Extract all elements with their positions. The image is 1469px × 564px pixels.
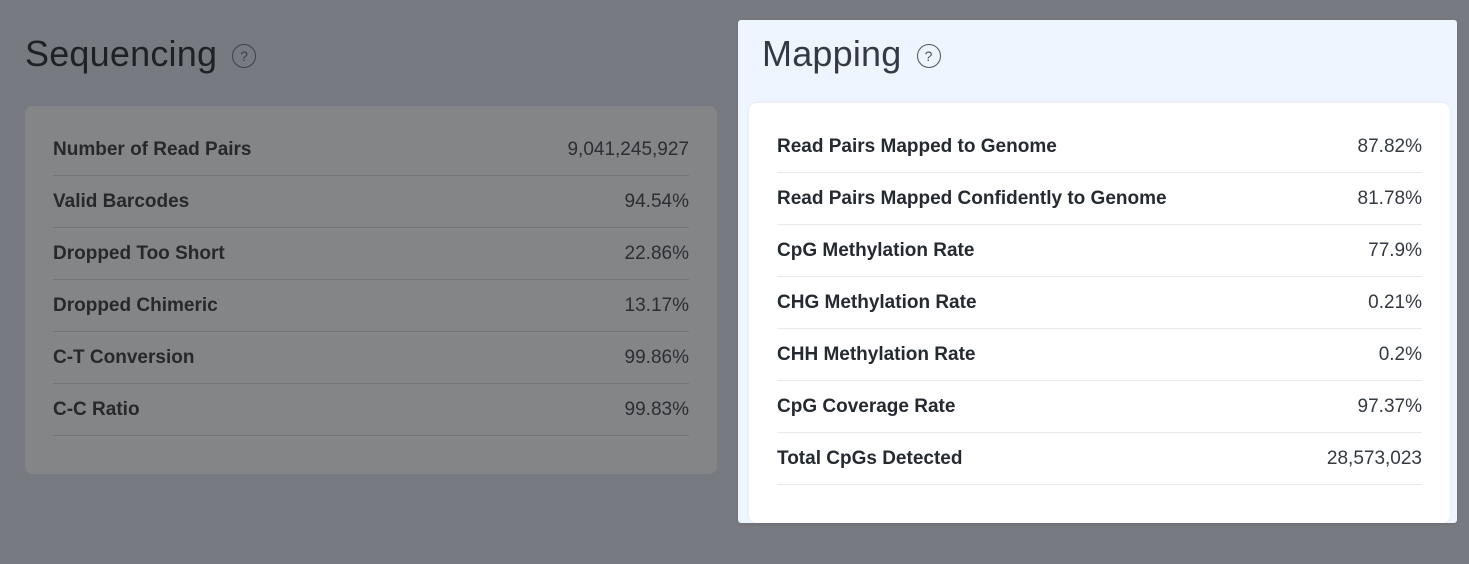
metric-label: Read Pairs Mapped to Genome	[777, 135, 1057, 157]
metric-value: 0.21%	[1368, 291, 1422, 313]
metric-row: Dropped Chimeric 13.17%	[53, 280, 689, 332]
metric-label: Dropped Too Short	[53, 242, 225, 264]
metric-label: Valid Barcodes	[53, 190, 190, 212]
mapping-title: Mapping	[762, 33, 902, 74]
metric-row: Total CpGs Detected 28,573,023	[777, 433, 1422, 485]
metric-value: 99.86%	[624, 346, 689, 368]
metric-label: Number of Read Pairs	[53, 138, 252, 160]
sequencing-section: Sequencing ? Number of Read Pairs 9,041,…	[25, 32, 717, 474]
metric-value: 87.82%	[1357, 135, 1422, 157]
metric-row: Dropped Too Short 22.86%	[53, 228, 689, 280]
metric-row: C-C Ratio 99.83%	[53, 384, 689, 436]
metric-value: 81.78%	[1357, 187, 1422, 209]
metric-value: 99.83%	[624, 398, 689, 420]
metric-row: CpG Coverage Rate 97.37%	[777, 381, 1422, 433]
sequencing-title-row: Sequencing ?	[25, 32, 717, 76]
metric-value: 94.54%	[624, 190, 689, 212]
metric-label: C-C Ratio	[53, 398, 140, 420]
metric-row: CpG Methylation Rate 77.9%	[777, 225, 1422, 277]
metric-label: CHH Methylation Rate	[777, 343, 976, 365]
metric-label: CpG Coverage Rate	[777, 395, 956, 417]
metric-row: C-T Conversion 99.86%	[53, 332, 689, 384]
metric-label: C-T Conversion	[53, 346, 195, 368]
metric-label: CpG Methylation Rate	[777, 239, 975, 261]
mapping-help-icon[interactable]: ?	[916, 44, 941, 68]
metric-label: Read Pairs Mapped Confidently to Genome	[777, 187, 1167, 209]
metric-value: 77.9%	[1368, 239, 1422, 261]
metric-label: Total CpGs Detected	[777, 447, 963, 469]
metric-label: CHG Methylation Rate	[777, 291, 977, 313]
sequencing-title: Sequencing	[25, 33, 218, 74]
question-mark-glyph: ?	[924, 48, 933, 64]
metric-row: Valid Barcodes 94.54%	[53, 176, 689, 228]
question-mark-glyph: ?	[240, 48, 249, 64]
mapping-section: Mapping ? Read Pairs Mapped to Genome 87…	[738, 20, 1457, 523]
metric-value: 9,041,245,927	[567, 138, 689, 160]
metric-value: 22.86%	[624, 242, 689, 264]
metric-row: Read Pairs Mapped to Genome 87.82%	[777, 121, 1422, 173]
sequencing-metrics-card: Number of Read Pairs 9,041,245,927 Valid…	[25, 106, 717, 474]
metric-value: 13.17%	[624, 294, 689, 316]
metric-label: Dropped Chimeric	[53, 294, 218, 316]
mapping-metrics-card: Read Pairs Mapped to Genome 87.82% Read …	[749, 103, 1450, 523]
sequencing-help-icon[interactable]: ?	[232, 44, 257, 68]
metric-row: CHG Methylation Rate 0.21%	[777, 277, 1422, 329]
metric-value: 97.37%	[1357, 395, 1422, 417]
metric-row: CHH Methylation Rate 0.2%	[777, 329, 1422, 381]
metric-value: 0.2%	[1378, 343, 1422, 365]
metric-value: 28,573,023	[1326, 447, 1422, 469]
metric-row: Read Pairs Mapped Confidently to Genome …	[777, 173, 1422, 225]
mapping-title-row: Mapping ?	[749, 32, 1450, 76]
metric-row: Number of Read Pairs 9,041,245,927	[53, 124, 689, 176]
